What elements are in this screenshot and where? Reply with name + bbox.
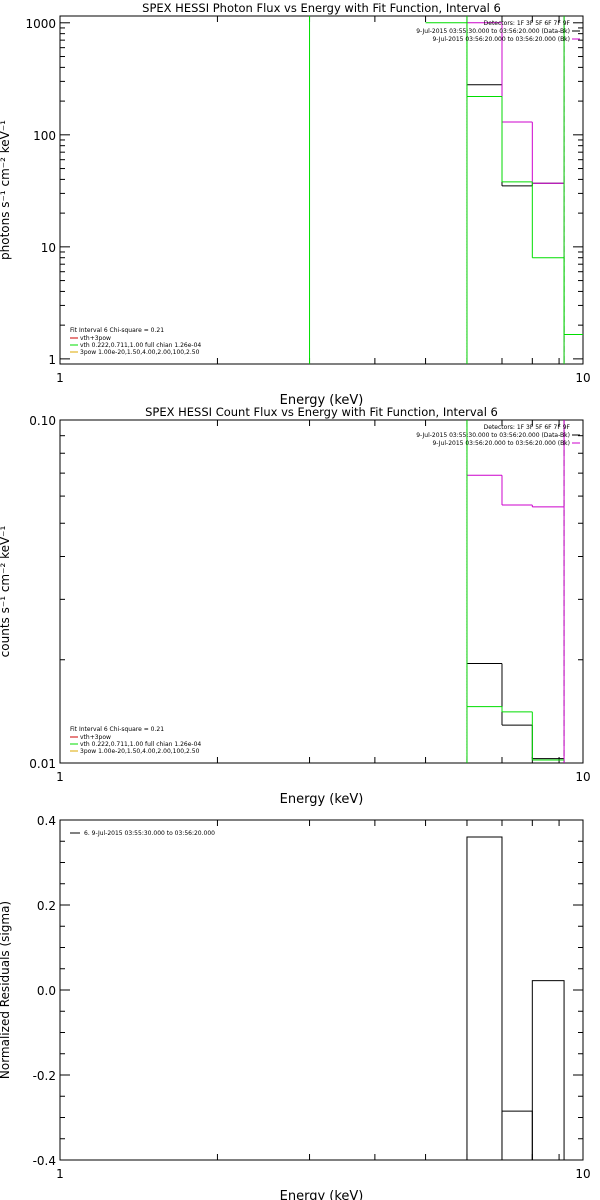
y-tick-label: 1000	[25, 17, 56, 31]
chart-panel-1: SPEX HESSI Photon Flux vs Energy with Fi…	[0, 1, 591, 408]
legend-fit-label: vth+3pow	[80, 335, 111, 342]
residual-bar-0	[466, 836, 503, 1161]
legend-fit-interval: Fit Interval 6 Chi-square = 0.21	[70, 327, 164, 334]
y-tick-label: 100	[33, 129, 56, 143]
legend-fit-label: vth+3pow	[80, 734, 111, 741]
legend-fit-label: vth 0.222,0.711,1.00 full chian 1.26e-04	[80, 342, 201, 349]
x-tick-label: 1	[56, 371, 64, 385]
legend-time-label: 9-Jul-2015 03:56:20.000 to 03:56:20.000 …	[432, 440, 570, 447]
y-axis-label: counts s⁻¹ cm⁻² keV⁻¹	[0, 525, 12, 657]
residual-bar-2	[531, 980, 565, 1161]
x-tick-label: 10	[575, 1167, 590, 1181]
legend-fit-label: 3pow 1.00e-20,1.50,4.00,2.00,100,2.50	[80, 349, 200, 356]
y-tick-label: -0.4	[33, 1154, 56, 1168]
legend-time-label: 9-Jul-2015 03:55:30.000 to 03:56:20.000 …	[416, 432, 570, 439]
y-tick-label: 0.0	[37, 984, 56, 998]
y-axis-label: Normalized Residuals (sigma)	[0, 901, 12, 1079]
legend-detectors: Detectors: 1F 3F 5F 6F 7F 9F	[484, 20, 571, 27]
x-tick-label: 1	[56, 1167, 64, 1181]
x-tick-label: 10	[575, 371, 590, 385]
y-tick-label: 0.01	[29, 757, 56, 771]
chart-title: SPEX HESSI Photon Flux vs Energy with Fi…	[142, 1, 501, 15]
legend-time-label: 9-Jul-2015 03:56:20.000 to 03:56:20.000 …	[432, 36, 570, 43]
legend-detectors: Detectors: 1F 3F 5F 6F 7F 9F	[484, 424, 571, 431]
y-tick-label: 0.2	[37, 899, 56, 913]
y-axis-label: photons s⁻¹ cm⁻² keV⁻¹	[0, 120, 12, 260]
chart-panel-3: 1 10 -0.4 -0.2 0.0 0.2 0.4 Energy (keV) Normaliz…	[0, 814, 591, 1200]
y-tick-label: 1	[48, 353, 56, 367]
legend-fit-label: 3pow 1.00e-20,1.50,4.00,2.00,100,2.50	[80, 748, 200, 755]
legend-fit-interval: Fit Interval 6 Chi-square = 0.21	[70, 726, 164, 733]
y-tick-label: 10	[41, 241, 56, 255]
y-tick-label: 0.4	[37, 814, 56, 828]
y-tick-label: -0.2	[33, 1069, 56, 1083]
x-axis-label: Energy (keV)	[280, 792, 364, 807]
plot-frame	[59, 419, 584, 764]
plot-frame	[59, 819, 584, 1161]
x-tick-label: 10	[575, 770, 590, 784]
residual-bar-1	[501, 1110, 533, 1161]
y-tick-label: 0.10	[29, 414, 56, 428]
x-tick-label: 1	[56, 770, 64, 784]
x-axis-label: Energy (keV)	[280, 393, 364, 408]
chart-panel-2: SPEX HESSI Count Flux vs Energy with Fit…	[0, 405, 591, 807]
plot-frame	[59, 15, 584, 365]
chart-title: SPEX HESSI Count Flux vs Energy with Fit…	[145, 405, 498, 419]
x-axis-label: Energy (keV)	[280, 1189, 364, 1200]
legend-fit-label: vth 0.222,0.711,1.00 full chian 1.26e-04	[80, 741, 201, 748]
legend-residual-label: 6. 9-Jul-2015 03:55:30.000 to 03:56:20.0…	[84, 830, 215, 837]
legend-time-label: 9-Jul-2015 03:55:30.000 to 03:56:20.000 …	[416, 28, 570, 35]
